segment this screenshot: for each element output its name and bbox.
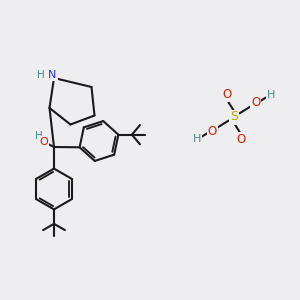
- Text: N: N: [48, 70, 57, 80]
- Text: O: O: [251, 96, 260, 110]
- Text: H: H: [267, 90, 275, 100]
- Text: O: O: [208, 124, 217, 138]
- Text: S: S: [230, 110, 238, 124]
- Text: O: O: [39, 136, 48, 147]
- Text: H: H: [193, 134, 201, 144]
- Text: O: O: [236, 133, 245, 146]
- Text: H: H: [37, 70, 44, 80]
- Text: H: H: [34, 130, 42, 141]
- Text: O: O: [223, 88, 232, 101]
